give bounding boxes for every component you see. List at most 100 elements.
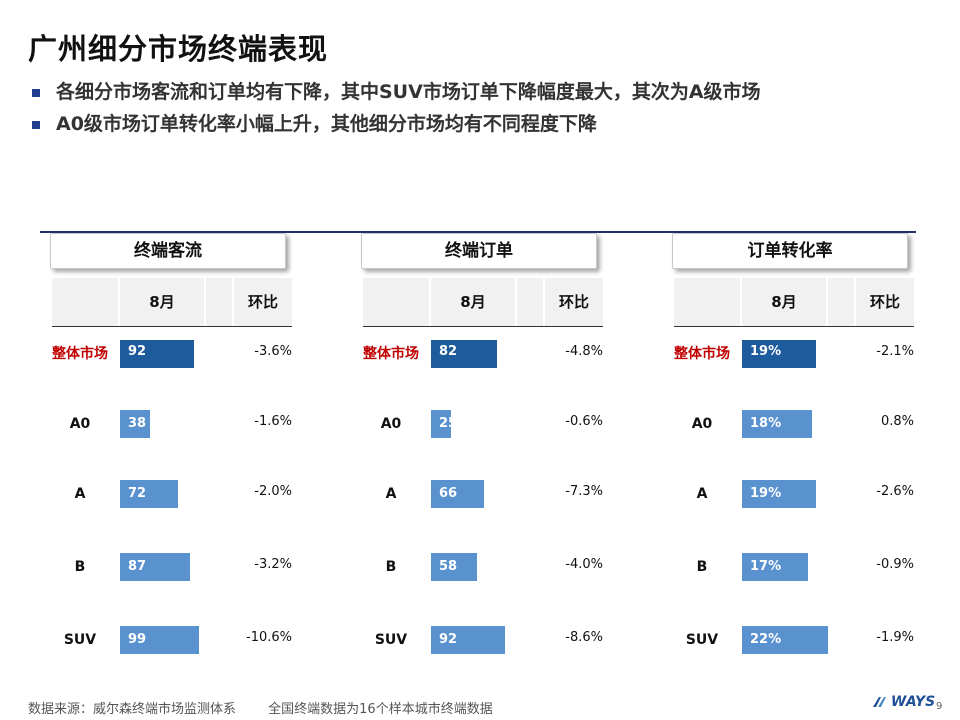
chart-panel: 订单转化率 8月 环比 整体市场 19% -2.1% A0 18% 0.8% A 19% -2.6% B… (664, 233, 924, 656)
chart-row: 整体市场 92 -3.6% (42, 338, 302, 370)
bar-value-label: 17% (750, 559, 782, 574)
mom-value: -0.6% (565, 414, 603, 429)
category-label: B (696, 559, 708, 575)
logo-text: WAYS (890, 694, 936, 710)
column-header-bg (431, 278, 515, 326)
bar (120, 480, 178, 508)
mom-value: -2.1% (876, 344, 914, 359)
chart-row: A0 18% 0.8% (664, 408, 924, 440)
bar (431, 480, 484, 508)
bar (120, 553, 190, 581)
bar (431, 340, 497, 368)
bar (431, 553, 477, 581)
chart-row: A 66 -7.3% (353, 478, 613, 510)
column-header-bg (234, 278, 292, 326)
mom-value: -10.6% (246, 630, 292, 645)
category-label: A0 (380, 416, 402, 432)
mom-value: -1.6% (254, 414, 292, 429)
column-header-bg (742, 278, 826, 326)
mom-value: -4.8% (565, 344, 603, 359)
section-divider (40, 231, 916, 233)
mom-value: -3.2% (254, 557, 292, 572)
chart-panel: 终端客流 8月 环比 整体市场 92 -3.6% A0 38 -1.6% A 72 -2.0% B 87 -… (42, 233, 302, 654)
chart-row: B 58 -4.0% (353, 551, 613, 583)
bar (120, 340, 194, 368)
logo-mark-icon (873, 697, 886, 707)
bar-value-label: 38 (128, 416, 147, 431)
chart-row: B 17% -0.9% (664, 551, 924, 583)
chart-panel: 终端订单 8月 环比 整体市场 82 -4.8% A0 25 -0.6% A 66 -7.3% B 58 -… (353, 233, 613, 656)
column-header-mom: 环比 (558, 293, 589, 311)
bar (120, 626, 199, 654)
bar-value-label: 92 (128, 344, 147, 359)
chart-title: 终端客流 (50, 233, 286, 269)
bar-value-label: 19% (750, 486, 782, 501)
category-label: SUV (63, 632, 97, 648)
category-label: B (74, 559, 86, 575)
bar (742, 410, 812, 438)
bar-value-label: 25 (439, 416, 458, 431)
bullet-item: A0级市场订单转化率小幅上升，其他细分市场均有不同程度下降 (30, 108, 761, 140)
bullet-text: 各细分市场客流和订单均有下降，其中SUV市场订单下降幅度最大，其次为A级市场 (56, 81, 761, 103)
mom-value: -0.9% (876, 557, 914, 572)
bar-value-label: 92 (439, 632, 458, 647)
column-header-bg (363, 278, 429, 326)
bar-value-label: 87 (128, 559, 147, 574)
category-label: A (74, 486, 86, 502)
category-label: SUV (685, 632, 719, 648)
category-label: SUV (374, 632, 408, 648)
bar (120, 410, 150, 438)
mom-value: 0.8% (880, 414, 914, 429)
category-label: A (696, 486, 708, 502)
bar-value-label: 22% (750, 632, 782, 647)
footer-note: 全国终端数据为16个样本城市终端数据 (268, 702, 493, 717)
mom-value: -3.6% (254, 344, 292, 359)
chart-title: 终端订单 (361, 233, 597, 269)
column-header-bg (856, 278, 914, 326)
header-underline (674, 326, 914, 327)
mom-value: -4.0% (565, 557, 603, 572)
bullet-square-icon (32, 89, 40, 97)
category-label: A0 (69, 416, 91, 432)
bar-value-label: 72 (128, 486, 147, 501)
mom-value: -2.6% (876, 484, 914, 499)
header-underline (363, 326, 603, 327)
column-header-bg (828, 278, 854, 326)
category-label: A (385, 486, 397, 502)
bullet-list: 各细分市场客流和订单均有下降，其中SUV市场订单下降幅度最大，其次为A级市场 A… (30, 76, 761, 140)
bar (742, 553, 808, 581)
chart-row: SUV 92 -8.6% (353, 624, 613, 656)
column-header-month: 8月 (149, 293, 175, 311)
chart-row: A0 38 -1.6% (42, 408, 302, 440)
footer-source: 数据来源：威尔森终端市场监测体系 (28, 702, 237, 717)
bar (431, 410, 451, 438)
category-label: B (385, 559, 397, 575)
chart-row: A0 25 -0.6% (353, 408, 613, 440)
page-title: 广州细分市场终端表现 (28, 32, 329, 66)
mom-value: -1.9% (876, 630, 914, 645)
page-number: 9 (936, 701, 943, 712)
category-label: 整体市场 (363, 346, 419, 362)
category-label: 整体市场 (52, 346, 108, 362)
ways-logo: WAYS (872, 694, 935, 710)
bullet-text: A0级市场订单转化率小幅上升，其他细分市场均有不同程度下降 (56, 113, 597, 135)
chart-title: 订单转化率 (672, 233, 908, 269)
column-header-bg (545, 278, 603, 326)
column-header-bg (206, 278, 232, 326)
bar (742, 480, 816, 508)
chart-row: A 19% -2.6% (664, 478, 924, 510)
bar (742, 626, 828, 654)
bar-value-label: 99 (128, 632, 147, 647)
column-header-mom: 环比 (247, 293, 278, 311)
footer: 数据来源：威尔森终端市场监测体系 全国终端数据为16个样本城市终端数据 (28, 698, 521, 717)
category-label: A0 (691, 416, 713, 432)
column-header-bg (120, 278, 204, 326)
bullet-square-icon (32, 121, 40, 129)
column-header-bg (517, 278, 543, 326)
bar (431, 626, 505, 654)
bar-value-label: 18% (750, 416, 782, 431)
bullet-item: 各细分市场客流和订单均有下降，其中SUV市场订单下降幅度最大，其次为A级市场 (30, 76, 761, 108)
chart-row: SUV 22% -1.9% (664, 624, 924, 656)
chart-row: B 87 -3.2% (42, 551, 302, 583)
chart-row: 整体市场 82 -4.8% (353, 338, 613, 370)
